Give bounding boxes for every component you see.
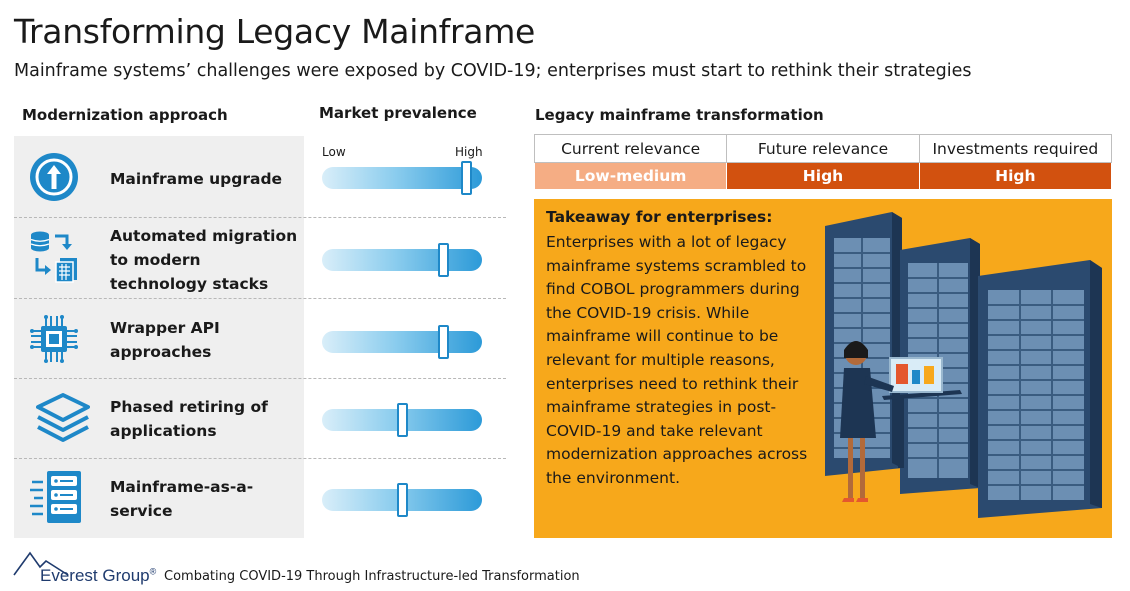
prevalence-slider-thumb [396, 403, 408, 437]
layers-icon [36, 392, 90, 444]
upward-arrow-circle-icon [28, 151, 80, 203]
future-relevance-header: Future relevance [726, 134, 920, 163]
footer-caption: Combating COVID-19 Through Infrastructur… [164, 569, 580, 584]
prevalence-slider-thumb [396, 483, 408, 517]
approach-label: Automated migration to modern technology… [110, 227, 298, 293]
prevalence-slider-track [322, 249, 482, 271]
approach-label: Phased retiring of applications [110, 398, 268, 440]
investments-required-header: Investments required [918, 134, 1113, 163]
approach-label: Mainframe upgrade [110, 170, 283, 188]
database-migration-icon [27, 230, 79, 283]
approach-column-header: Modernization approach [22, 106, 228, 124]
page-subtitle: Mainframe systems’ challenges were expos… [14, 61, 972, 81]
laptop-stand [882, 357, 962, 468]
transformation-column-header: Legacy mainframe transformation [535, 106, 824, 124]
scale-high-label: High [455, 145, 483, 159]
scale-low-label: Low [322, 145, 346, 159]
approach-label: Wrapper API approaches [110, 319, 220, 361]
prevalence-slider-track [322, 167, 482, 189]
prevalence-slider-track [322, 331, 482, 353]
prevalence-slider-thumb [460, 161, 472, 195]
current-relevance-value: Low-medium [533, 162, 728, 190]
server-rack-front [978, 260, 1102, 518]
row-divider [14, 458, 506, 459]
investments-required-value: High [918, 162, 1113, 190]
person-figure [840, 341, 894, 502]
row-divider [14, 298, 506, 299]
relevance-table: Current relevance Future relevance Inves… [533, 134, 1113, 190]
page-title: Transforming Legacy Mainframe [14, 12, 536, 51]
row-divider [14, 378, 506, 379]
chip-icon [28, 313, 80, 365]
prevalence-column-header: Market prevalence [319, 104, 477, 122]
current-relevance-header: Current relevance [533, 134, 728, 163]
takeaway-title: Takeaway for enterprises: [546, 208, 773, 226]
takeaway-text: Enterprises with a lot of legacy mainfra… [546, 233, 808, 487]
prevalence-slider-thumb [438, 243, 450, 277]
approach-label: Mainframe-as-a-service [110, 478, 254, 520]
everest-group-logo [13, 551, 69, 576]
server-room-illustration [820, 208, 1110, 538]
future-relevance-value: High [726, 162, 920, 190]
footer-brand: Everest Group® [40, 566, 157, 585]
row-divider [14, 217, 506, 218]
server-stack-icon [30, 470, 82, 523]
prevalence-slider-thumb [438, 325, 450, 359]
server-rack-middle [900, 238, 980, 494]
